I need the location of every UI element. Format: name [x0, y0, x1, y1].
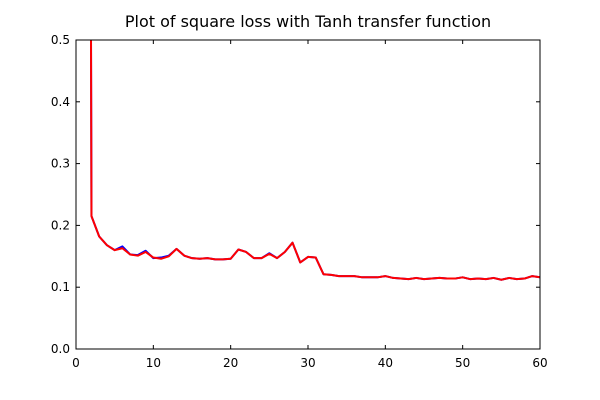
y-tick-label: 0.2 — [51, 218, 70, 232]
x-tick-label: 60 — [532, 356, 547, 370]
series-line — [90, 40, 540, 281]
plot-frame — [75, 39, 541, 350]
y-tick-label: 0.5 — [51, 33, 70, 47]
x-tick-label: 30 — [300, 356, 315, 370]
y-tick-label: 0.1 — [51, 280, 70, 294]
x-tick-label: 20 — [223, 356, 238, 370]
y-tick-label: 0.0 — [51, 342, 70, 356]
x-tick-label: 50 — [455, 356, 470, 370]
series-line — [90, 40, 540, 281]
y-tick-label: 0.4 — [51, 95, 70, 109]
chart-title: Plot of square loss with Tanh transfer f… — [125, 12, 491, 31]
x-tick-label: 10 — [146, 356, 161, 370]
x-tick-label: 40 — [378, 356, 393, 370]
y-tick-label: 0.3 — [51, 157, 70, 171]
x-tick-label: 0 — [72, 356, 80, 370]
